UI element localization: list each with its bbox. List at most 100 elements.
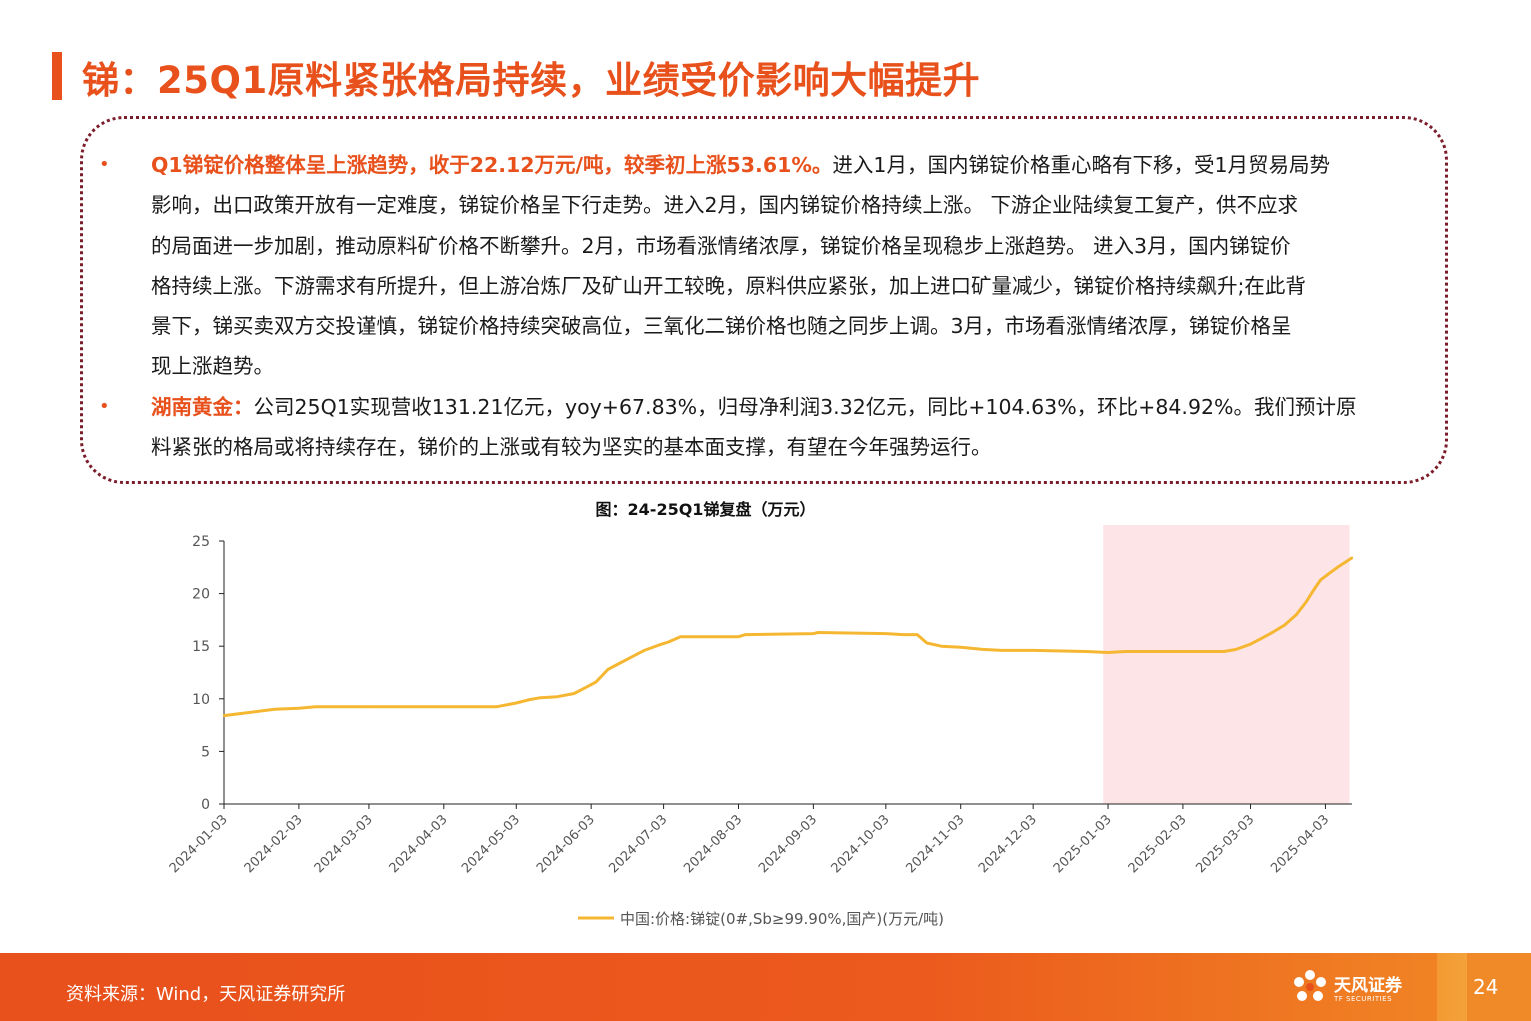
data-point xyxy=(1031,649,1035,652)
data-point xyxy=(442,705,446,708)
data-point xyxy=(1295,613,1298,616)
line-chart: 0 5 10 15 20 25 2024-01-03 2024-02-03 2024-03-03… xyxy=(167,525,1354,928)
data-point xyxy=(737,635,740,638)
x-tick-label: 2024-10-03 xyxy=(829,812,893,876)
data-point xyxy=(643,649,646,652)
data-point xyxy=(940,645,943,648)
data-point xyxy=(515,701,518,705)
page-number: 24 xyxy=(1473,975,1499,999)
data-point xyxy=(1085,650,1088,653)
data-point xyxy=(916,633,919,636)
data-point xyxy=(667,640,670,644)
data-point xyxy=(679,635,682,638)
data-point xyxy=(959,646,962,649)
data-point xyxy=(539,696,542,699)
page-number-box-inner xyxy=(1467,953,1531,1021)
data-point xyxy=(297,707,301,710)
data-point xyxy=(256,710,260,713)
bullet-line: 景下，锑买卖双方交投谨慎，锑锭价格持续突破高位，三氧化二锑价格也随之同步上调。3… xyxy=(151,314,1292,339)
data-point xyxy=(585,686,588,689)
data-point xyxy=(1261,636,1264,639)
source-note: 资料来源：Wind，天风证券研究所 xyxy=(66,984,346,1005)
data-point xyxy=(314,705,317,708)
y-tick-label: 20 xyxy=(192,587,210,603)
data-point xyxy=(1222,650,1226,653)
x-tick-label: 2024-04-03 xyxy=(387,812,451,876)
bullet-text: 湖南黄金：公司25Q1实现营收131.21亿元，yoy+67.83%，归母净利润… xyxy=(151,387,1431,468)
bullet-line: 格持续上涨。下游需求有所提升，但上游冶炼厂及矿山开工较晚，原料供应紧张，加上进口… xyxy=(151,273,1306,298)
x-tick-label: 2025-04-03 xyxy=(1268,812,1332,876)
y-tick-label: 10 xyxy=(192,692,210,708)
y-tick-label: 0 xyxy=(201,797,210,813)
page-number-box xyxy=(1437,953,1531,1021)
data-point xyxy=(631,655,634,658)
x-tick-label: 2025-01-03 xyxy=(1051,812,1115,876)
data-point xyxy=(1271,631,1274,634)
data-point xyxy=(884,632,888,635)
x-tick-label: 2025-02-03 xyxy=(1126,812,1190,876)
y-tick-label: 15 xyxy=(192,639,210,655)
data-point xyxy=(703,635,706,638)
summary-box: • Q1锑锭价格整体呈上涨趋势，收于22.12万元/吨，较季初上涨53.61%。… xyxy=(80,116,1448,484)
data-point xyxy=(744,633,747,636)
bullet-dot: • xyxy=(99,154,110,175)
data-point xyxy=(527,698,530,702)
data-point xyxy=(1345,559,1349,563)
y-tick-label: 25 xyxy=(192,534,210,550)
data-point xyxy=(1304,600,1308,604)
data-point xyxy=(556,695,559,698)
data-point xyxy=(816,631,820,634)
legend-label: 中国:价格:锑锭(0#,Sb≥99.90%,国产)(万元/吨) xyxy=(620,910,944,928)
bullet-dot: • xyxy=(99,396,110,417)
data-point xyxy=(1283,623,1286,627)
chart-title: 图：24-25Q1锑复盘（万元） xyxy=(595,500,816,519)
bullet-highlight: Q1锑锭价格整体呈上涨趋势，收于22.12万元/吨，较季初上涨53.61%。 xyxy=(151,153,833,177)
x-tick-label: 2024-11-03 xyxy=(903,812,967,876)
y-tick-label: 5 xyxy=(201,744,210,760)
highlight-region xyxy=(1103,525,1350,804)
footer: 资料来源：Wind，天风证券研究所 天风证券 TF SECURITIES 24 xyxy=(0,953,1531,1021)
data-point xyxy=(1106,651,1110,654)
data-point xyxy=(812,632,815,635)
data-point xyxy=(1123,650,1127,653)
x-tick-label: 2024-12-03 xyxy=(976,812,1040,876)
data-point xyxy=(1234,648,1238,651)
data-point xyxy=(573,692,576,695)
company-logo: 天风证券 TF SECURITIES xyxy=(1290,965,1410,1011)
data-point xyxy=(1312,589,1315,592)
data-point xyxy=(1350,556,1354,560)
data-point xyxy=(618,661,622,665)
x-tick-label: 2025-03-03 xyxy=(1193,812,1257,876)
bullet-highlight: 湖南黄金： xyxy=(151,395,254,419)
x-tick-label: 2024-07-03 xyxy=(606,812,670,876)
bullet-line: 影响，出口政策开放有一定难度，锑锭价格呈下行走势。进入2月，国内锑锭价格持续上涨… xyxy=(151,193,1299,218)
bullet-line: 进入1月，国内锑锭价格重心略有下移，受1月贸易局势 xyxy=(832,153,1330,177)
data-point xyxy=(1000,649,1003,652)
bullet-line: 料紧张的格局或将持续存在，锑价的上涨或有较为坚实的基本面支撑，有望在今年强势运行… xyxy=(151,435,992,460)
flower-logo-icon xyxy=(1294,970,1326,1001)
data-point xyxy=(1249,642,1252,646)
data-point xyxy=(981,648,984,651)
data-point xyxy=(1336,566,1339,569)
logo-text: 天风证券 xyxy=(1334,976,1402,996)
data-point xyxy=(367,705,371,708)
x-tick-label: 2024-02-03 xyxy=(242,812,306,876)
bullet-line: 公司25Q1实现营收131.21亿元，yoy+67.83%，归母净利润3.32亿… xyxy=(253,395,1357,419)
data-point xyxy=(901,633,904,636)
logo-subtext: TF SECURITIES xyxy=(1334,995,1393,1003)
x-tick-label: 2024-08-03 xyxy=(681,812,745,876)
x-tick-label: 2024-05-03 xyxy=(459,812,523,876)
data-point xyxy=(239,712,243,715)
data-point xyxy=(925,641,929,645)
data-point xyxy=(1329,571,1332,574)
page-title: 锑：25Q1原料紧张格局持续，业绩受价影响大幅提升 xyxy=(82,59,981,102)
data-point xyxy=(606,668,610,671)
x-tick-label: 2024-03-03 xyxy=(312,812,376,876)
data-point xyxy=(222,714,226,717)
x-tick-label: 2024-01-03 xyxy=(167,812,231,876)
x-tick-label: 2024-06-03 xyxy=(534,812,598,876)
title-accent-bar xyxy=(52,52,62,100)
data-point xyxy=(1181,650,1185,653)
bullet-line: 的局面进一步加剧，推动原料矿价格不断攀升。2月，市场看涨情绪浓厚，锑锭价格呈现稳… xyxy=(151,233,1291,258)
data-point xyxy=(657,643,660,647)
